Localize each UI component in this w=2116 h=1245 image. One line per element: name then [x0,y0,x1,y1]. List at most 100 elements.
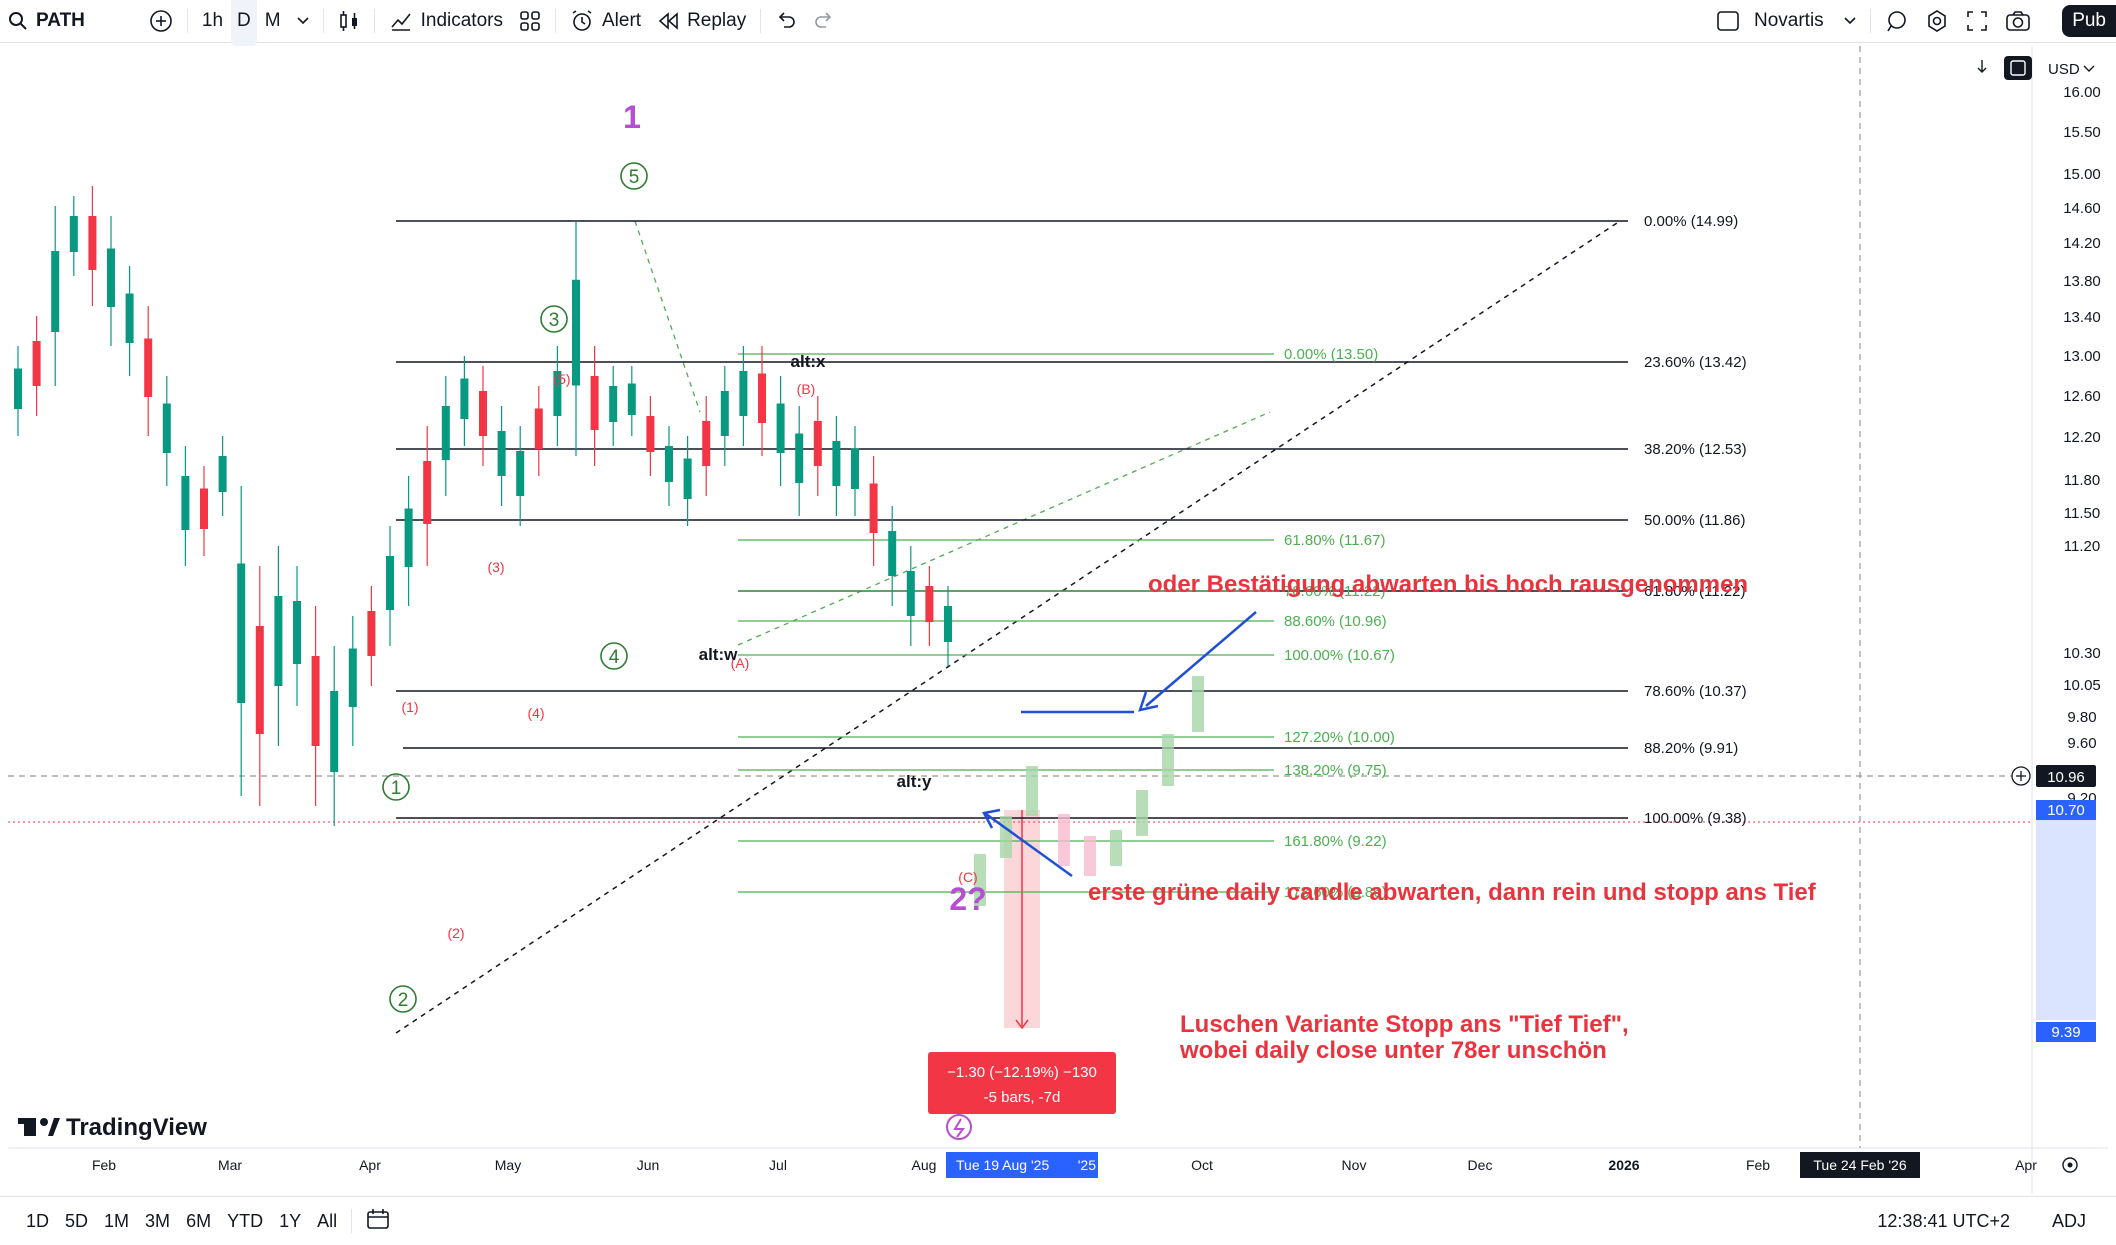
alert-label: Alert [601,10,642,31]
time-tick-label: Jul [769,1157,787,1173]
interval-d[interactable]: D [231,0,257,46]
compare-symbol-label: Novartis [1754,10,1824,31]
go-to-date-button[interactable] [358,1208,398,1235]
wave-circle-1-label: 1 [391,778,402,799]
candle-body [627,383,636,415]
range-5d[interactable]: 5D [65,1210,89,1231]
currency-label[interactable]: USD [2048,61,2080,78]
price-tick-label: 14.20 [2063,235,2101,252]
price-tick-label: 14.60 [2063,200,2101,217]
measure-line2: -5 bars, -7d [984,1089,1061,1106]
projection-candle [1162,734,1174,786]
range-date-badge [946,1152,1098,1178]
range-axis-highlight [2036,800,2096,1020]
candle-body [107,248,115,307]
price-chart[interactable]: 0.00% (14.99) 23.60% (13.42) 38.20% (12.53… [8,46,2108,1194]
time-axis[interactable]: Feb Mar Apr May Jun Jul Aug Oct Nov Dec 2026 Feb Apr [92,1157,2037,1173]
candles-icon [339,11,357,31]
snapshot-button[interactable] [1997,0,2039,42]
fib-minor-label: 88.60% (10.96) [1284,613,1387,630]
event-flash-icon[interactable] [946,1114,972,1140]
wave-label-alt-w: alt:w [699,645,739,664]
adj-toggle[interactable]: ADJ [2051,1210,2086,1231]
indicators-button[interactable]: Indicators [381,0,511,42]
magnifier-icon [1887,11,1906,32]
lightning-icon [953,1118,965,1138]
candle-body [367,611,376,656]
candle-body [944,606,952,642]
range-1d[interactable]: 1D [26,1210,50,1231]
divider [554,9,556,33]
undo-button[interactable] [767,0,805,42]
clock[interactable]: 12:38:41 UTC+2 [1877,1210,2010,1231]
wave-circle-5 [620,162,648,190]
price-tick-label: 11.20 [2064,538,2100,555]
candle-body [69,216,78,252]
fib-minor-label: 178.60% (8.86) [1284,884,1387,901]
time-tick-label: Aug [912,1157,937,1173]
chart-pane[interactable]: 0.00% (14.99) 23.60% (13.42) 38.20% (12.53… [8,46,2108,1194]
auto-scale-button[interactable] [2004,56,2032,80]
trendline-green-lower [737,411,1271,646]
projection-candle [1110,830,1122,866]
replay-button[interactable]: Replay [649,0,754,42]
gear-icon [2062,1157,2078,1173]
time-tick-label: Dec [1468,1157,1493,1173]
auto-scale-icon [2010,60,2026,76]
range-all[interactable]: All [317,1210,338,1231]
candle-body [739,371,748,416]
candle-body [795,433,804,483]
redo-icon [815,12,832,28]
scale-down-button[interactable] [1977,60,1987,73]
crosshair-plus-button[interactable] [2011,766,2031,786]
symbol-search[interactable]: PATH [0,0,93,42]
fib-minor-label: 127.20% (10.00) [1284,729,1395,746]
tradingview-logo[interactable]: TradingView [18,1114,207,1141]
range-6m[interactable]: 6M [186,1210,212,1231]
projection-candle [1058,814,1070,866]
fib-major-label: 100.00% (9.38) [1644,810,1747,827]
fib-major-label: 78.60% (10.37) [1644,683,1747,700]
alert-button[interactable]: Alert [562,0,649,42]
range-3m[interactable]: 3M [145,1210,171,1231]
wave-label-pA: (A) [731,655,750,671]
templates-button[interactable] [511,0,549,42]
wave-label-alt-x: alt:x [791,352,827,371]
candle-body [572,279,580,386]
candle-body [665,446,673,482]
chart-type-button[interactable] [330,0,368,42]
wave-label-p3: (3) [487,559,504,575]
publish-button[interactable]: Pub [2062,5,2116,37]
fib-retracement-minor[interactable]: 0.00% (13.50) 61.80% (11.67) 78.60% (11.22… [738,346,1395,901]
bottom-toolbar: 1D 5D 1M 3M 6M YTD 1Y All 12:38:41 UTC+2… [0,1196,2116,1245]
fullscreen-button[interactable] [1957,0,1997,42]
price-axis[interactable]: 16.00 15.50 15.00 14.60 14.20 13.80 13.40 13.00… [2063,84,2101,861]
time-axis-settings-button[interactable] [2062,1157,2078,1173]
quick-search-button[interactable] [1877,0,1917,42]
measure-tooltip [928,1052,1116,1114]
settings-button[interactable] [1917,0,1957,42]
candle-body [590,376,599,430]
interval-m[interactable]: M [264,10,281,31]
candle-body [144,338,153,397]
range-ytd[interactable]: YTD [227,1210,264,1231]
checkbox-icon [1717,11,1739,31]
interval-dropdown[interactable] [289,0,317,42]
candle-body [348,648,357,707]
interval-1h[interactable]: 1h [201,10,224,31]
candle-body [32,341,41,386]
range-1y[interactable]: 1Y [279,1210,302,1231]
add-symbol-button[interactable] [141,0,181,42]
candle-body [888,531,897,576]
candle-body [683,458,692,499]
annotation-variant-line2: wobei daily close unter 78er unschön [1179,1037,1607,1064]
projection-candle [1000,816,1012,858]
price-tick-label: 12.20 [2063,429,2101,446]
redo-button[interactable] [805,0,843,42]
confirm-arrow [1145,611,1257,707]
range-1m[interactable]: 1M [104,1210,130,1231]
compare-checkbox[interactable]: Novartis [1708,0,1864,42]
wave-label-p2: (2) [447,925,464,941]
candle-body [609,386,618,422]
chart-background [8,46,2108,1194]
